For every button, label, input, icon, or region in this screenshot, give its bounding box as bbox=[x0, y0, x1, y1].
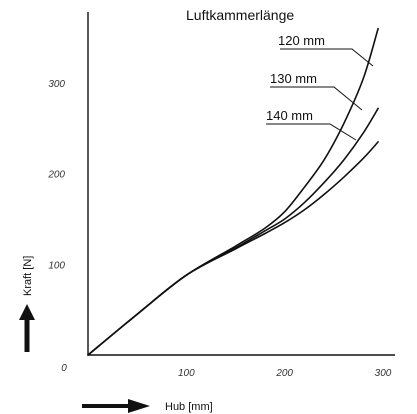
x-axis-label: Hub [mm] bbox=[165, 401, 213, 413]
x-axis-arrow-head bbox=[128, 399, 150, 413]
y-tick-label: 300 bbox=[48, 79, 65, 90]
x-tick-label: 100 bbox=[178, 368, 195, 379]
y-tick-label: 100 bbox=[48, 260, 65, 271]
x-tick-label: 300 bbox=[375, 368, 392, 379]
series-label-leader bbox=[266, 123, 357, 141]
series-label-leader bbox=[280, 48, 374, 67]
y-axis-arrow-head bbox=[19, 304, 35, 320]
series-label-leader bbox=[270, 86, 363, 111]
x-tick-label: 200 bbox=[275, 368, 293, 379]
y-axis-label-group: Kraft [N] bbox=[19, 256, 35, 352]
chart-title: Luftkammerlänge bbox=[186, 7, 294, 23]
y-tick-label: 200 bbox=[47, 170, 65, 181]
series-label: 120 mm bbox=[278, 33, 325, 48]
series-line-140-mm bbox=[87, 141, 379, 356]
y-tick-labels: 100 200 300 bbox=[47, 79, 65, 271]
x-tick-labels: 0 100 200 300 bbox=[61, 363, 392, 379]
series-labels: 120 mm 130 mm 140 mm bbox=[266, 33, 374, 141]
y-axis-label: Kraft [N] bbox=[22, 256, 34, 296]
series-lines bbox=[87, 27, 379, 356]
series-label: 140 mm bbox=[266, 108, 313, 123]
series-line-120-mm bbox=[87, 27, 379, 356]
series-label: 130 mm bbox=[270, 71, 317, 86]
x-axis-label-group: Hub [mm] bbox=[82, 399, 213, 413]
x-tick-label: 0 bbox=[61, 363, 67, 374]
axes bbox=[87, 12, 395, 356]
